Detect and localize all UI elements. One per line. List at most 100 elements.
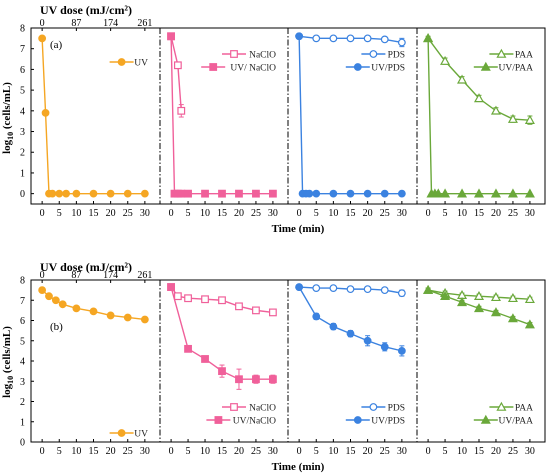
series-naclo xyxy=(167,283,277,317)
x-tick-label: 30 xyxy=(140,446,150,457)
data-point xyxy=(295,283,304,291)
data-point xyxy=(177,189,186,198)
subplot-2: 0 5 10 15 20 25 30 NaClO UV/ NaClO xyxy=(167,32,278,219)
x-tick-label: 0 xyxy=(297,208,302,219)
data-point xyxy=(312,312,321,321)
y-tick-label: 3 xyxy=(20,377,25,388)
data-point xyxy=(201,295,209,304)
x-tick-label: 0 xyxy=(40,208,45,219)
x-tick-label: 30 xyxy=(525,446,535,457)
x-tick-label: 0 xyxy=(426,446,431,457)
legend-marker xyxy=(117,58,126,66)
x-tick-label: 20 xyxy=(491,446,501,457)
data-point xyxy=(329,322,338,331)
legend-label: PDS xyxy=(388,404,405,414)
data-point xyxy=(167,283,175,291)
series-line xyxy=(298,36,402,195)
data-point xyxy=(41,108,50,117)
x-tick-label: 25 xyxy=(380,446,390,457)
series-uv-naclo xyxy=(167,283,277,390)
data-point xyxy=(380,35,389,44)
subplot-1: 0 5 10 15 20 25 30 0 87 174 261 UV xyxy=(38,18,152,219)
legend-marker xyxy=(480,61,491,71)
y-tick-label: 2 xyxy=(20,148,25,159)
data-point xyxy=(72,189,81,198)
x-tick-label: 5 xyxy=(314,446,319,457)
data-point xyxy=(346,285,355,294)
data-point xyxy=(235,375,243,384)
x-tick-label: 5 xyxy=(443,446,448,457)
data-point xyxy=(252,189,260,198)
x-tick-label: 0 xyxy=(40,446,45,457)
y-axis-label: log10 (cells/mL) xyxy=(1,326,15,398)
x-axis-label: Time (min) xyxy=(272,223,325,235)
y-tick-label: 0 xyxy=(20,438,25,449)
x-tick-label: 20 xyxy=(106,446,116,457)
series-pds xyxy=(295,32,406,48)
data-point xyxy=(433,188,444,198)
data-point xyxy=(507,313,518,323)
subplot-4: 0 5 10 15 20 25 30 PAA UV/PAA xyxy=(423,33,535,219)
x-tick-label: 5 xyxy=(57,446,62,457)
data-point xyxy=(473,303,485,313)
data-point xyxy=(440,55,451,65)
data-point xyxy=(58,300,67,309)
x-tick-label: 0 xyxy=(297,446,302,457)
data-point xyxy=(235,302,243,311)
data-point xyxy=(89,307,98,316)
y-tick-label: 4 xyxy=(20,357,25,368)
x-tick-label: 15 xyxy=(346,208,356,219)
legend-marker xyxy=(214,416,223,424)
data-point xyxy=(490,307,501,317)
data-point xyxy=(106,189,115,198)
data-point xyxy=(252,375,260,384)
x-tick-label: 10 xyxy=(457,208,467,219)
data-point xyxy=(363,34,372,43)
dose-tick-label: 0 xyxy=(40,18,45,29)
data-point xyxy=(201,189,209,198)
data-point xyxy=(45,292,53,301)
x-tick-label: 5 xyxy=(314,208,319,219)
data-point xyxy=(329,284,338,293)
series-uv-naclo xyxy=(167,32,277,198)
data-point xyxy=(524,294,535,304)
data-point xyxy=(106,311,115,320)
x-tick-label: 30 xyxy=(268,446,278,457)
series-uv-paa xyxy=(423,284,535,329)
x-tick-label: 30 xyxy=(525,208,535,219)
x-tick-label: 20 xyxy=(234,446,244,457)
y-tick-label: 6 xyxy=(20,65,25,76)
data-point xyxy=(218,296,226,305)
x-tick-label: 15 xyxy=(346,446,356,457)
data-point xyxy=(473,93,485,103)
x-tick-label: 15 xyxy=(474,446,484,457)
data-point xyxy=(72,304,81,313)
y-tick-label: 6 xyxy=(20,316,25,327)
data-point xyxy=(397,38,406,47)
data-point xyxy=(524,114,535,124)
legend-label: NaClO xyxy=(249,404,276,414)
legend-label: PAA xyxy=(515,51,533,61)
x-tick-label: 15 xyxy=(217,208,227,219)
dose-axis-title: UV dose (mJ/cm²) xyxy=(40,3,132,17)
data-point xyxy=(38,34,47,43)
data-point xyxy=(507,292,518,303)
data-point xyxy=(269,375,277,384)
data-point xyxy=(184,189,192,198)
legend-label: UV/NaClO xyxy=(233,417,276,427)
legend-marker xyxy=(353,416,362,424)
x-tick-label: 20 xyxy=(234,208,244,219)
legend-label: UV/PDS xyxy=(371,417,405,427)
series-pds xyxy=(295,283,406,298)
x-tick-label: 10 xyxy=(328,208,338,219)
legend-label: UV xyxy=(134,59,148,69)
panel-label: (b) xyxy=(50,321,63,333)
data-point xyxy=(140,189,149,198)
data-point xyxy=(235,189,243,198)
data-point xyxy=(51,296,60,305)
data-point xyxy=(423,33,434,43)
series-uv xyxy=(38,34,149,198)
data-point xyxy=(167,32,175,41)
x-tick-label: 0 xyxy=(169,208,174,219)
data-point xyxy=(363,336,372,345)
